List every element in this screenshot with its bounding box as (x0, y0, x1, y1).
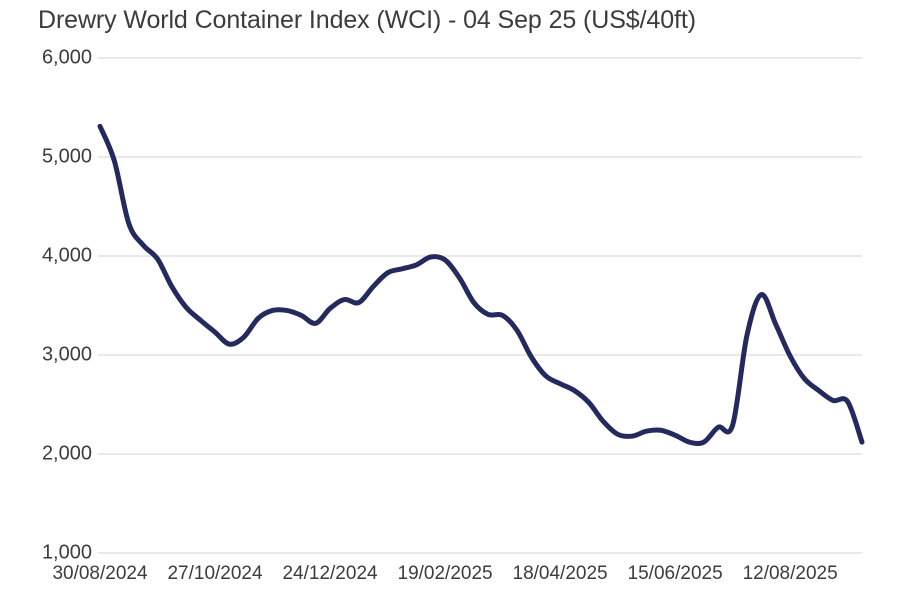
y-axis: 1,000 2,000 3,000 4,000 5,000 6,000 (0, 0, 92, 600)
y-tick-label: 6,000 (41, 46, 92, 69)
x-tick-label: 24/12/2024 (282, 563, 378, 584)
x-tick-label: 19/02/2025 (397, 563, 493, 584)
y-tick-label: 2,000 (41, 442, 92, 465)
x-tick-label: 27/10/2024 (167, 563, 263, 584)
y-tick-label: 4,000 (41, 244, 92, 267)
x-tick-label: 15/06/2025 (627, 563, 723, 584)
gridlines (98, 57, 862, 554)
x-tick-label: 18/04/2025 (512, 563, 608, 584)
x-axis: 30/08/2024 27/10/2024 24/12/2024 19/02/2025… (0, 563, 900, 593)
x-tick-label: 30/08/2024 (52, 563, 148, 584)
x-tick-label: 12/08/2025 (742, 563, 838, 584)
chart-title: Drewry World Container Index (WCI) - 04 … (38, 6, 696, 34)
y-tick-label: 5,000 (41, 145, 92, 168)
y-tick-label: 1,000 (41, 541, 92, 564)
series-line-wci-composite (97, 123, 865, 447)
y-tick-label: 3,000 (41, 343, 92, 366)
